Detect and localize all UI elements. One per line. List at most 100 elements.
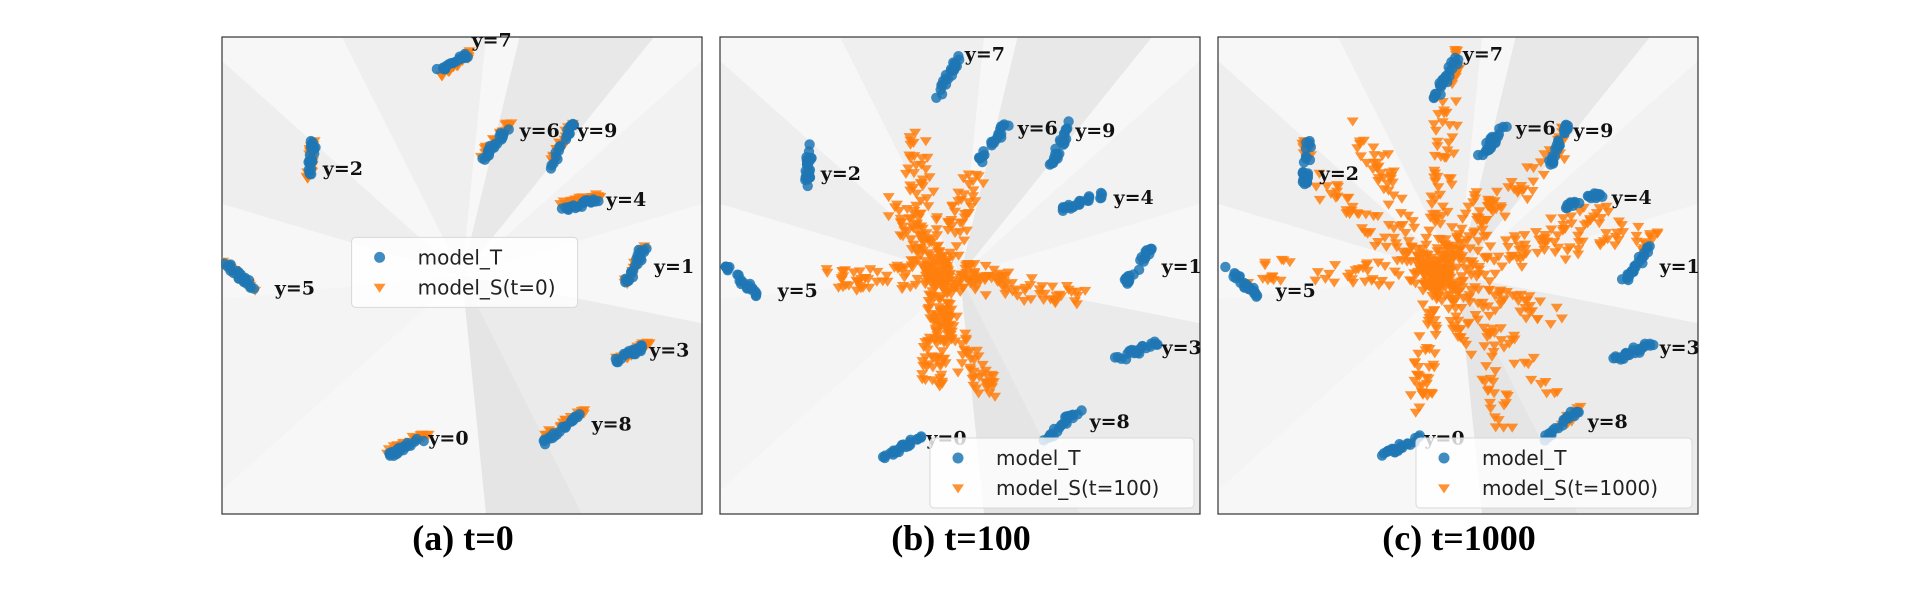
teacher-marker [1616, 274, 1628, 285]
student-marker [895, 219, 908, 228]
student-marker [1531, 248, 1544, 258]
teacher-marker [632, 258, 643, 270]
student-marker [1444, 174, 1457, 184]
student-marker [1065, 288, 1078, 298]
student-marker [1545, 225, 1558, 235]
student-marker [1367, 212, 1380, 222]
student-marker [1488, 341, 1501, 351]
student-marker [970, 282, 983, 292]
student-marker [1494, 324, 1507, 334]
student-marker [1431, 142, 1444, 152]
student-marker [1467, 229, 1480, 239]
student-marker [1486, 352, 1498, 362]
student-marker [1454, 333, 1467, 343]
student-marker [987, 372, 1000, 381]
student-marker [1500, 399, 1512, 409]
student-marker [1489, 269, 1502, 279]
student-marker [954, 218, 967, 228]
student-marker [1024, 295, 1037, 305]
legend-marker-model-t [374, 251, 386, 263]
student-marker [950, 242, 963, 252]
student-marker [1505, 178, 1518, 187]
student-marker [1353, 137, 1366, 147]
student-marker [1025, 274, 1038, 284]
student-marker [853, 267, 866, 277]
student-marker [921, 153, 934, 163]
student-marker [1428, 173, 1441, 183]
teacher-marker [1141, 342, 1152, 354]
student-marker [1266, 272, 1279, 282]
student-marker [1453, 246, 1466, 255]
student-marker [959, 329, 972, 339]
teacher-marker [1132, 347, 1143, 358]
teacher-marker [931, 92, 942, 104]
teacher-marker [1230, 273, 1242, 284]
teacher-marker [1639, 340, 1651, 352]
student-marker [1446, 324, 1459, 334]
cluster-label: y=5 [274, 277, 315, 299]
student-marker [1519, 245, 1532, 254]
student-marker [1049, 297, 1062, 307]
student-marker [1505, 252, 1518, 262]
cluster-label: y=5 [1275, 280, 1316, 302]
teacher-marker [1582, 190, 1594, 202]
student-marker [916, 375, 929, 385]
student-marker [1399, 229, 1412, 238]
student-marker [1440, 108, 1453, 118]
student-marker [1436, 202, 1449, 212]
student-marker [1444, 317, 1457, 326]
teacher-marker [1049, 155, 1060, 166]
student-marker [1518, 231, 1531, 241]
student-marker [1395, 194, 1408, 204]
teacher-marker [940, 73, 951, 84]
student-marker [1487, 348, 1500, 357]
cluster-label: y=8 [1587, 411, 1628, 433]
student-marker [1572, 231, 1584, 241]
student-marker [1505, 335, 1518, 345]
teacher-marker [307, 140, 318, 152]
student-marker [1572, 245, 1585, 255]
student-marker [1429, 289, 1442, 299]
student-marker [1259, 258, 1272, 268]
student-marker [933, 318, 946, 328]
student-marker [936, 377, 949, 387]
student-marker [1429, 218, 1442, 228]
cluster-label: y=3 [1659, 337, 1700, 359]
student-marker [1593, 239, 1606, 249]
student-marker [642, 339, 655, 349]
student-marker [905, 245, 918, 255]
student-marker [1478, 342, 1491, 352]
series-model-s [1242, 46, 1664, 433]
student-marker [930, 225, 943, 235]
student-marker [987, 265, 1000, 275]
student-marker [1540, 389, 1553, 399]
student-marker [1366, 275, 1379, 285]
student-marker [954, 277, 967, 287]
cluster-label: y=1 [1161, 256, 1202, 278]
student-marker [939, 359, 952, 369]
student-marker [1071, 291, 1084, 301]
student-marker [1488, 256, 1501, 266]
student-marker [1395, 209, 1407, 219]
cluster-label: y=9 [1572, 120, 1613, 142]
student-marker [1451, 288, 1464, 298]
teacher-marker [1648, 339, 1659, 351]
student-marker [1508, 232, 1521, 242]
student-marker [1456, 252, 1469, 262]
student-marker [894, 214, 907, 224]
student-marker [1498, 343, 1510, 353]
student-marker [1046, 282, 1059, 292]
teacher-marker [623, 275, 634, 286]
student-marker [1469, 283, 1481, 293]
student-marker [909, 280, 922, 290]
teacher-marker [1300, 153, 1312, 164]
student-marker [1354, 152, 1367, 162]
student-marker [926, 376, 939, 386]
student-marker [1483, 277, 1496, 287]
teacher-marker [1056, 419, 1067, 431]
student-marker [1447, 149, 1460, 159]
student-marker [911, 274, 924, 284]
student-marker [1417, 286, 1429, 296]
student-marker [910, 189, 923, 199]
student-marker [958, 236, 971, 246]
